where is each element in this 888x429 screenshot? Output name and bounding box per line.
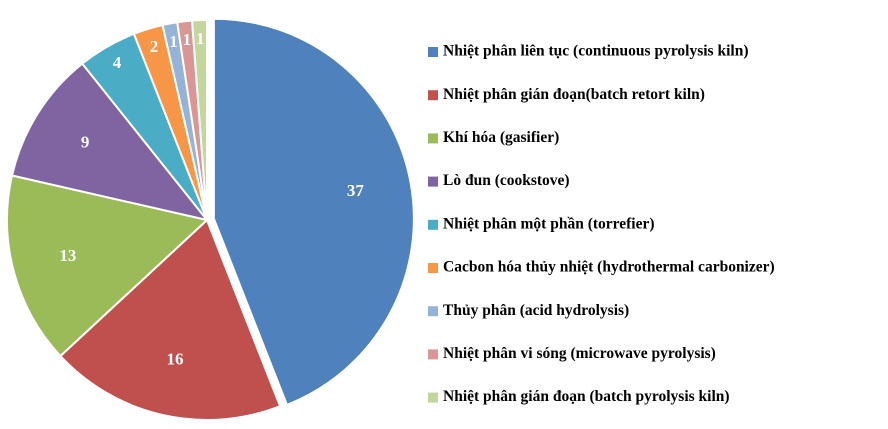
pie-slice xyxy=(190,18,208,221)
legend-label: Nhiệt phân liên tục (continuous pyrolysi… xyxy=(443,43,748,60)
legend-swatch xyxy=(428,349,438,360)
pie-slice xyxy=(58,218,282,421)
data-label: 2 xyxy=(150,37,159,56)
pie-slice xyxy=(10,62,210,222)
data-label: 37 xyxy=(347,181,365,200)
legend-label: Cacbon hóa thủy nhiệt (hydrothermal carb… xyxy=(443,259,775,276)
legend-swatch xyxy=(428,392,438,403)
data-label: 4 xyxy=(113,53,122,72)
legend-label: Lò đun (cookstove) xyxy=(443,172,570,189)
legend-label: Khí hóa (gasifier) xyxy=(443,129,559,146)
legend-swatch xyxy=(428,176,438,187)
data-label: 9 xyxy=(81,132,90,151)
data-label: 1 xyxy=(169,32,178,51)
legend-label: Nhiệt phân vi sóng (microwave pyrolysis) xyxy=(443,345,716,362)
data-label: 16 xyxy=(166,349,183,368)
legend-swatch xyxy=(428,263,438,273)
legend-swatch xyxy=(428,47,438,57)
data-label: 1 xyxy=(183,30,192,49)
legend-swatch xyxy=(428,219,438,230)
pie-slice xyxy=(6,174,210,358)
data-label: 13 xyxy=(59,246,76,265)
legend-swatch xyxy=(428,133,438,144)
legend-label: Nhiệt phân gián đoạn(batch retort kiln) xyxy=(443,86,705,103)
legend-swatch xyxy=(428,90,438,101)
data-label: 1 xyxy=(196,29,205,48)
legend-label: Nhiệt phân một phần (torrefier) xyxy=(443,215,655,232)
legend-swatch xyxy=(428,306,438,317)
legend-label: Thủy phân (acid hydrolysis) xyxy=(443,302,629,319)
pie-slice xyxy=(212,17,415,407)
legend-label: Nhiệt phân gián đoạn (batch pyrolysis ki… xyxy=(443,388,730,405)
